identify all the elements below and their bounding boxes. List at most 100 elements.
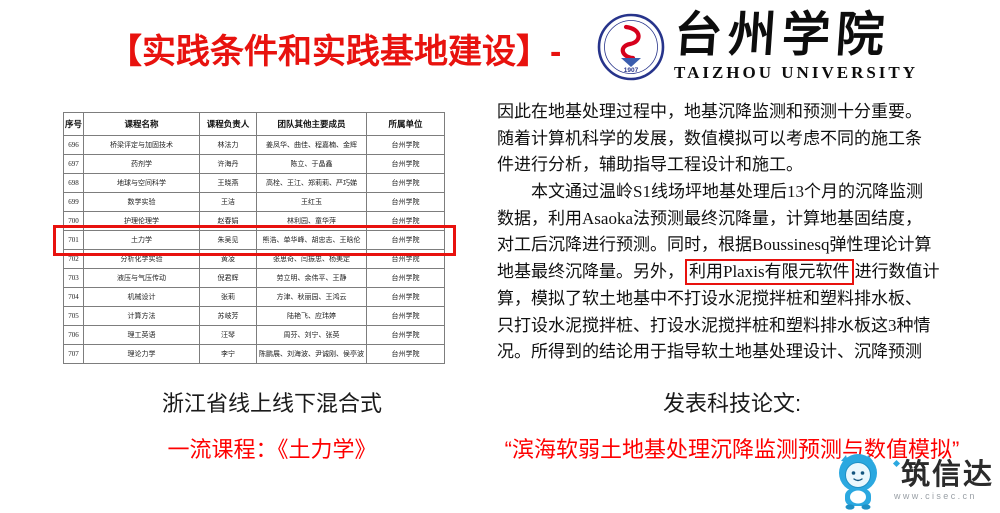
table-cell: 倪君辉 bbox=[199, 268, 258, 288]
table-cell: 697 bbox=[62, 154, 85, 174]
article-line-text: 地基最终沉降量。另外， bbox=[497, 262, 684, 282]
table-cell: 707 bbox=[62, 344, 85, 364]
article-line: 本文通过温岭S1线场坪地基处理后13个月的沉降监测 bbox=[531, 182, 923, 202]
table-cell: 周芬、刘宁、张英 bbox=[256, 325, 368, 345]
table-cell: 698 bbox=[62, 173, 85, 193]
table-cell: 劳立明、余伟平、王静 bbox=[256, 268, 368, 288]
table-cell: 黄凌 bbox=[199, 249, 258, 269]
article-line: 地基最终沉降量。另外， 利用Plaxis有限元软件 进行数值计 bbox=[497, 259, 940, 286]
table-cell: 台州学院 bbox=[366, 249, 446, 269]
table-cell: 朱吴见 bbox=[199, 230, 258, 250]
table-cell: 台州学院 bbox=[366, 154, 446, 174]
table-cell: 赵春娟 bbox=[199, 211, 258, 231]
university-seal-icon: 1907 bbox=[597, 13, 665, 81]
table-cell: 地球与空间科学 bbox=[83, 173, 201, 193]
article-line: 数据，利用Asaoka法预测最终沉降量，计算地基固结度， bbox=[497, 208, 922, 228]
table-cell: 699 bbox=[62, 192, 85, 212]
table-cell: 姜凤华、曲佳、程嘉楠、金辉 bbox=[256, 135, 368, 155]
table-row: 704 机械设计 张莉 方津、秋丽园、王鸿云 台州学院 bbox=[62, 287, 446, 307]
right-caption: 发表科技论文: “滨海软弱土地基处理沉降监测预测与数值模拟” bbox=[478, 386, 986, 464]
table-row: 698 地球与空间科学 王晓燕 高栓、王江、郑莉莉、严巧娣 台州学院 bbox=[62, 173, 446, 193]
table-cell: 液压与气压传动 bbox=[83, 268, 201, 288]
table-cell: 696 bbox=[62, 135, 85, 155]
table-row: 705 计算方法 苏岐芳 陆艳飞、应玮婷 台州学院 bbox=[62, 306, 446, 326]
university-name-cn: 台州学院 bbox=[672, 9, 892, 62]
plaxis-highlight-box: 利用Plaxis有限元软件 bbox=[685, 259, 854, 286]
article-line: 随着计算机科学的发展，数值模拟可以考虑不同的施工条 bbox=[497, 128, 922, 148]
table-cell: 桥梁评定与加固技术 bbox=[83, 135, 201, 155]
table-cell: 林利园、童华萍 bbox=[256, 211, 368, 231]
table-cell: 机械设计 bbox=[83, 287, 201, 307]
table-cell: 台州学院 bbox=[366, 230, 446, 250]
left-caption-line1: 浙江省线上线下混合式 bbox=[161, 391, 382, 416]
university-logo: 1907 台州学院 TAIZHOU UNIVERSITY bbox=[596, 9, 919, 83]
seal-year: 1907 bbox=[624, 67, 639, 74]
table-cell: 高栓、王江、郑莉莉、严巧娣 bbox=[256, 173, 368, 193]
table-cell: 王红玉 bbox=[256, 192, 368, 212]
mascot-icon bbox=[838, 454, 877, 510]
table-cell: 703 bbox=[62, 268, 85, 288]
university-name-en: TAIZHOU UNIVERSITY bbox=[674, 63, 919, 82]
table-cell: 702 bbox=[62, 249, 85, 269]
right-caption-line2: “滨海软弱土地基处理沉降监测预测与数值模拟” bbox=[504, 437, 960, 462]
table-row: 703 液压与气压传动 倪君辉 劳立明、余伟平、王静 台州学院 bbox=[62, 268, 446, 288]
column-header: 课程名称 bbox=[83, 112, 201, 136]
table-cell: 台州学院 bbox=[366, 211, 446, 231]
brand-name-text: 筑信达 bbox=[900, 459, 994, 491]
table-cell: 汪琴 bbox=[199, 325, 258, 345]
table-cell: 计算方法 bbox=[83, 306, 201, 326]
table-cell: 许海丹 bbox=[199, 154, 258, 174]
table-cell: 王洁 bbox=[199, 192, 258, 212]
table-cell: 台州学院 bbox=[366, 306, 446, 326]
table-cell: 705 bbox=[62, 306, 85, 326]
table-cell: 分析化学实验 bbox=[83, 249, 201, 269]
table-cell: 理工英语 bbox=[83, 325, 201, 345]
article-line: 对工后沉降进行预测。同时，根据Boussinesq弹性理论计算 bbox=[497, 235, 932, 255]
sparkle-icon bbox=[892, 459, 901, 468]
course-table-body: 696 桥梁评定与加固技术 林法力 姜凤华、曲佳、程嘉楠、金辉 台州学院 697 药剂学 许海… bbox=[62, 135, 446, 364]
cisec-watermark: 筑信达 www.cisec.cn bbox=[828, 451, 994, 511]
table-cell: 熊浩、单华峰、胡忠志、王晗伦 bbox=[256, 230, 368, 250]
table-row: 707 理论力学 李宁 陈鹏展、刘海波、尹诚刚、侯亭波 台州学院 bbox=[62, 344, 446, 364]
article-line: 况。所得到的结论用于指导软土地基处理设计、沉降预测 bbox=[497, 342, 922, 362]
table-cell: 台州学院 bbox=[366, 325, 446, 345]
column-header: 团队其他主要成员 bbox=[256, 112, 368, 136]
table-cell: 土力学 bbox=[83, 230, 201, 250]
table-cell: 药剂学 bbox=[83, 154, 201, 174]
table-cell: 台州学院 bbox=[366, 173, 446, 193]
page-title: 【实践条件和实践基地建设】- bbox=[108, 33, 562, 71]
table-cell: 张莉 bbox=[199, 287, 258, 307]
brand-name: 筑信达 bbox=[892, 459, 994, 491]
table-cell: 方津、秋丽园、王鸿云 bbox=[256, 287, 368, 307]
table-cell: 台州学院 bbox=[366, 344, 446, 364]
course-table: 序号 课程名称 课程负责人 团队其他主要成员 所属单位 696 桥梁评定与加固技术 林法力姜… bbox=[62, 112, 446, 364]
table-cell: 护理伦理学 bbox=[83, 211, 201, 231]
article-line: 算，模拟了软土地基中不打设水泥搅拌桩和塑料排水板、 bbox=[497, 288, 922, 308]
right-caption-line1: 发表科技论文: bbox=[662, 391, 802, 416]
table-cell: 陆艳飞、应玮婷 bbox=[256, 306, 368, 326]
table-row: 696 桥梁评定与加固技术 林法力 姜凤华、曲佳、程嘉楠、金辉 台州学院 bbox=[62, 135, 446, 155]
column-header: 序号 bbox=[62, 112, 85, 136]
left-caption-line2: 一流课程：《土力学》 bbox=[167, 437, 377, 462]
table-cell: 704 bbox=[62, 287, 85, 307]
table-cell: 数学实验 bbox=[83, 192, 201, 212]
table-row: 706 理工英语 汪琴 周芬、刘宁、张英 台州学院 bbox=[62, 325, 446, 345]
article-text: 因此在地基处理过程中，地基沉降监测和预测十分重要。 随着计算机科学的发展，数值模拟… bbox=[497, 99, 940, 366]
table-cell: 台州学院 bbox=[366, 135, 446, 155]
table-cell: 700 bbox=[62, 211, 85, 231]
table-cell: 706 bbox=[62, 325, 85, 345]
table-row: 701 土力学 朱吴见 熊浩、单华峰、胡忠志、王晗伦 台州学院 bbox=[62, 230, 446, 250]
table-cell: 理论力学 bbox=[83, 344, 201, 364]
column-header: 所属单位 bbox=[366, 112, 446, 136]
article-line-text: 进行数值计 bbox=[854, 262, 940, 282]
table-row: 702 分析化学实验 黄凌 张思奇、闫振忠、杨美定 台州学院 bbox=[62, 249, 446, 269]
article-line: 只打设水泥搅拌桩、打设水泥搅拌桩和塑料排水板这3种情 bbox=[497, 315, 931, 335]
course-table-header-row: 序号 课程名称 课程负责人 团队其他主要成员 所属单位 bbox=[62, 112, 446, 136]
table-cell: 林法力 bbox=[199, 135, 258, 155]
table-cell: 李宁 bbox=[199, 344, 258, 364]
table-cell: 张思奇、闫振忠、杨美定 bbox=[256, 249, 368, 269]
table-row: 697 药剂学 许海丹 陈立、于晶鑫 台州学院 bbox=[62, 154, 446, 174]
table-cell: 台州学院 bbox=[366, 192, 446, 212]
table-cell: 王晓燕 bbox=[199, 173, 258, 193]
